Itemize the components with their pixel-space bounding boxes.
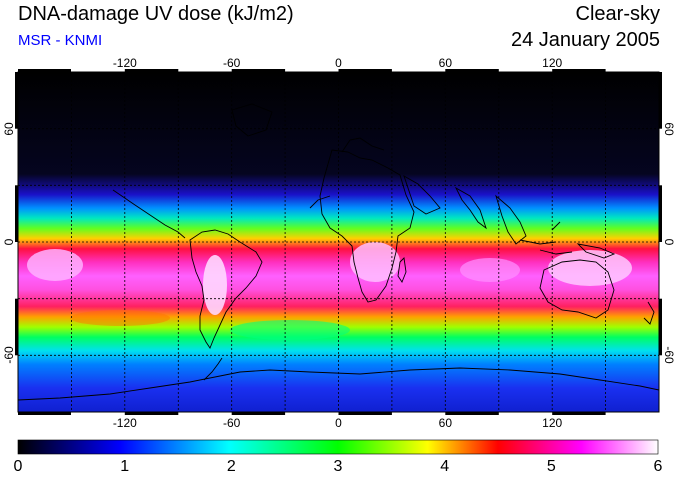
lat-label-right: 60 xyxy=(662,121,676,136)
lon-label-top: 0 xyxy=(335,56,342,70)
colorbar-tick-label: 3 xyxy=(333,458,343,475)
africa-outline xyxy=(319,149,415,303)
graticule xyxy=(18,72,659,412)
map-date: 24 January 2005 xyxy=(510,29,660,51)
lon-label-top: -60 xyxy=(222,56,241,70)
colorbar-tick-label: 6 xyxy=(653,458,663,475)
lon-label-top: 60 xyxy=(438,56,453,70)
colorbar-tick-label: 2 xyxy=(226,458,236,475)
colorbar xyxy=(18,440,658,454)
sky-condition: Clear-sky xyxy=(575,3,660,25)
lon-label-bottom: 0 xyxy=(335,416,342,430)
lon-label-bottom: 60 xyxy=(438,416,453,430)
colorbar-tick-label: 5 xyxy=(546,458,556,475)
antarctica-outline xyxy=(18,367,659,401)
australia-outline xyxy=(539,259,615,319)
lon-label-top: 120 xyxy=(542,56,563,70)
lon-label-bottom: -120 xyxy=(112,416,137,430)
lon-label-bottom: 120 xyxy=(542,416,563,430)
colorbar-tick-label: 0 xyxy=(13,458,23,475)
colorbar-tick-label: 1 xyxy=(120,458,130,475)
lon-label-bottom: -60 xyxy=(222,416,241,430)
lon-label-top: -120 xyxy=(112,56,137,70)
lat-label-left: 0 xyxy=(2,238,16,246)
map-title: DNA-damage UV dose (kJ/m2) xyxy=(18,3,294,25)
coastlines xyxy=(18,103,659,401)
lat-label-left: -60 xyxy=(2,346,16,364)
colorbar-tick-label: 4 xyxy=(440,458,450,475)
lat-label-right: 0 xyxy=(662,238,676,246)
source-label: MSR - KNMI xyxy=(18,32,103,49)
frame-ticks xyxy=(15,69,662,415)
lat-label-right: -60 xyxy=(662,346,676,364)
lat-label-left: 60 xyxy=(2,121,16,136)
south-america-outline xyxy=(189,229,263,349)
high-dose-patches xyxy=(27,242,632,340)
